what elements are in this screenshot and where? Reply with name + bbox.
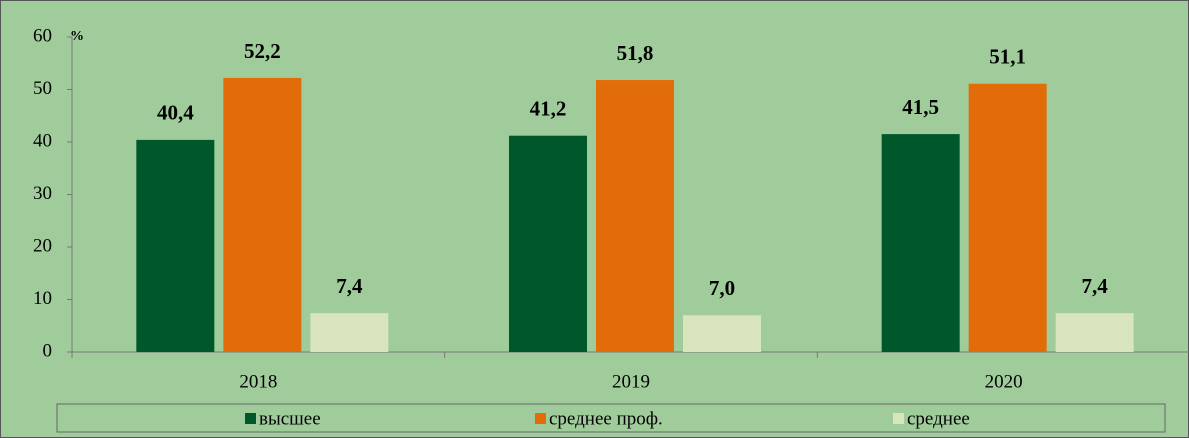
value-label: 7,4 [336,274,363,298]
y-tick-label: 40 [33,130,52,151]
y-tick-label: 50 [33,78,52,99]
legend-label: высшее [259,408,321,429]
value-label: 52,2 [244,39,281,63]
value-label: 40,4 [157,101,194,125]
x-tick-label: 2018 [239,371,277,392]
legend-swatch [245,413,256,424]
y-axis-label: % [70,29,84,44]
bar [223,77,302,352]
legend-label: среднее [907,408,970,429]
value-label: 41,2 [530,97,567,121]
y-tick-label: 0 [43,340,53,361]
value-label: 51,8 [617,41,654,65]
x-tick-label: 2020 [985,371,1023,392]
bar [881,134,960,352]
value-label: 51,1 [989,45,1026,69]
value-label: 7,4 [1082,274,1109,298]
bar [968,83,1047,352]
x-tick-label: 2019 [612,371,650,392]
legend-swatch [535,413,546,424]
bar [596,80,674,353]
legend-swatch [893,413,904,424]
y-tick-label: 60 [33,25,52,46]
y-tick-label: 20 [33,235,52,256]
value-label: 41,5 [902,95,939,119]
bar [1055,313,1134,352]
bar [509,135,587,352]
bar [683,315,761,352]
bar [310,313,389,352]
legend-box [56,403,1166,433]
value-label: 7,0 [709,276,735,300]
bar [136,139,215,352]
y-tick-label: 10 [33,288,52,309]
legend-label: среднее проф. [549,408,663,429]
y-tick-label: 30 [33,183,52,204]
